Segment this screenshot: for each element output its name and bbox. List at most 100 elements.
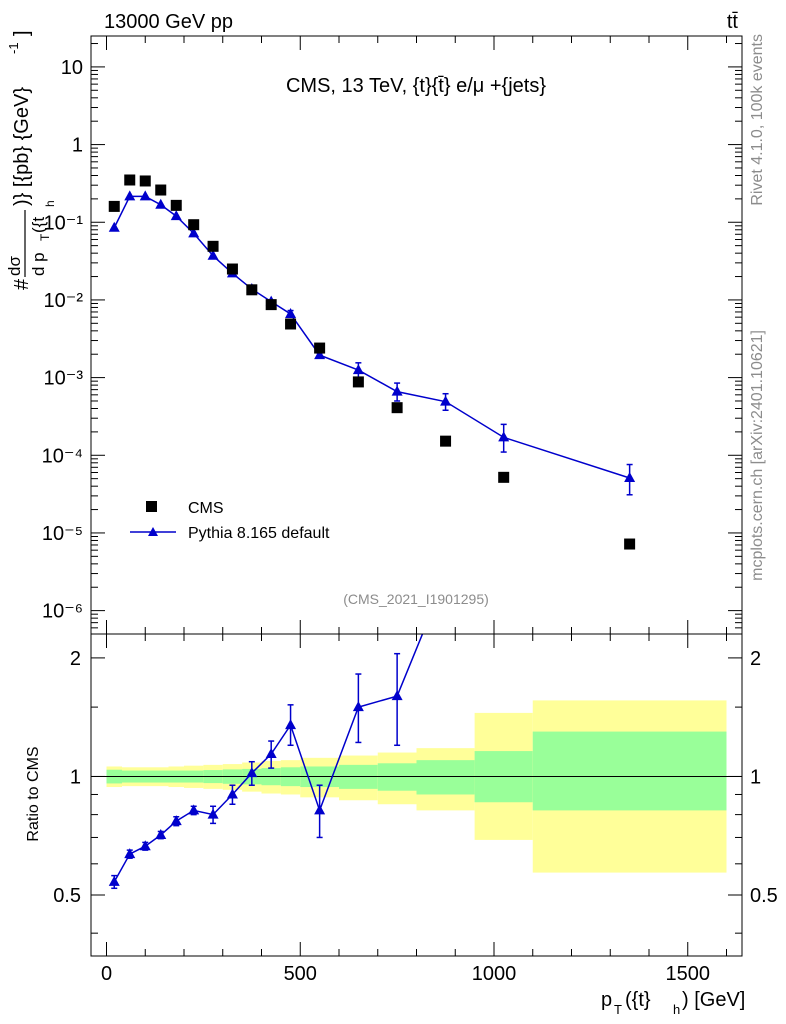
mc-point [155, 198, 167, 209]
xtick-label: 1500 [666, 963, 711, 985]
mcplots-label: mcplots.cern.ch [arXiv:2401.10621] [749, 330, 766, 581]
ratio-panel: 0.5 0.5 1 1 2 2 0 500 1000 1500 Ratio to CMS p T… [25, 633, 778, 1017]
legend: CMS Pythia 8.165 default [130, 500, 330, 542]
ylabel-h: h [43, 200, 57, 207]
mc-point [498, 431, 510, 442]
band-inner [377, 763, 417, 791]
ratio-ytick-label: 2 [70, 648, 81, 670]
ratio-ytick-label-right: 2 [750, 648, 761, 670]
ratio-point [207, 808, 219, 819]
ratio-marks [108, 634, 424, 890]
main-ytick-label: 10⁻⁴ [42, 445, 83, 467]
xlabel-h: h [673, 1002, 680, 1017]
cms-point [352, 376, 364, 388]
ylabel-exp: -1 [6, 42, 21, 54]
ylabel-wrap: )} [{pb} {GeV} [11, 87, 33, 206]
ratio-clipped [108, 634, 424, 890]
cms-point [285, 318, 297, 330]
ratio-point [391, 690, 403, 701]
legend-cms-marker [146, 501, 157, 512]
main-ytick-label: 1 [72, 135, 83, 157]
ratio-point [170, 815, 182, 826]
svg-text:]: ] [11, 30, 33, 36]
ylabel-numerator: dσ [5, 256, 24, 276]
cms-point [265, 299, 277, 311]
ratio-x-ticks: 0 500 1000 1500 [101, 634, 727, 985]
cms-point [246, 284, 258, 296]
cms-point [440, 435, 452, 447]
main-marks [108, 174, 636, 550]
cms-point [139, 175, 151, 187]
mc-point [352, 364, 364, 375]
xlabel-mid: ({t} [625, 989, 651, 1011]
mc-point [391, 385, 403, 396]
cms-point [498, 471, 510, 483]
analysis-tag: (CMS_2021_I1901295) [343, 591, 489, 607]
mc-point [285, 307, 297, 318]
main-panel: 10 1 10⁻¹ 10⁻² 10⁻³ 10⁻⁴ 10⁻⁵ 10⁻⁶ CMS, 13 TeV,… [5, 30, 743, 635]
main-ytick-label: 10⁻⁶ [42, 601, 83, 623]
xtick-label: 0 [101, 963, 112, 985]
xtick-label: 500 [284, 963, 317, 985]
mc-point [188, 227, 200, 238]
ratio-y-ticks: 0.5 0.5 1 1 2 2 [53, 648, 778, 934]
mc-point [124, 190, 136, 201]
ratio-bands [106, 700, 727, 873]
legend-cms-label: CMS [188, 500, 224, 517]
ylabel-open: ({t [29, 217, 48, 233]
x-axis-label: p T ({t} h ) [GeV] [601, 989, 745, 1017]
rivet-label: Rivet 4.1.0, 100k events [749, 34, 766, 206]
cms-point [624, 538, 636, 550]
ratio-ytick-label: 0.5 [53, 885, 81, 907]
ratio-point [314, 804, 326, 815]
main-y-label: # dσ d p T ({t )} [{pb} {GeV} -1 ] h [5, 30, 57, 290]
cms-point [170, 199, 182, 211]
cms-point [226, 263, 238, 275]
cms-point [155, 184, 167, 196]
ratio-y-label: Ratio to CMS [25, 746, 42, 841]
ratio-point [155, 829, 167, 840]
ratio-point [139, 840, 151, 851]
cms-point [314, 342, 326, 354]
header-left: 13000 GeV pp [104, 11, 233, 33]
ratio-point [246, 767, 258, 778]
cms-point [207, 240, 219, 252]
ratio-point [285, 719, 297, 730]
mc-line [113, 195, 630, 479]
mc-point [207, 249, 219, 260]
main-ytick-label: 10 [61, 57, 83, 79]
ratio-point [226, 788, 238, 799]
ylabel-hash: # [11, 278, 33, 290]
ylabel-sub: T [38, 233, 52, 241]
main-frame [90, 35, 743, 635]
ratio-ytick-label: 1 [70, 766, 81, 788]
ratio-point [352, 701, 364, 712]
legend-mc-marker [148, 527, 158, 536]
ratio-point [265, 748, 277, 759]
band-inner [532, 731, 727, 811]
xtick-label: 1000 [472, 963, 517, 985]
mc-point [440, 395, 452, 406]
cms-point [108, 200, 120, 212]
cms-point [124, 174, 136, 186]
cms-point [391, 402, 403, 414]
mc-point [139, 190, 151, 201]
main-ytick-label: 10⁻¹ [44, 212, 84, 234]
cms-point [188, 219, 200, 231]
main-ytick-label: 10⁻⁵ [42, 523, 83, 545]
ylabel-denominator: d p [29, 252, 48, 276]
mc-point [108, 221, 120, 232]
xlabel-sub: T [614, 1002, 622, 1017]
legend-mc-label: Pythia 8.165 default [188, 525, 330, 542]
xlabel-p: p [601, 989, 612, 1011]
main-y-ticks: 10 1 10⁻¹ 10⁻² 10⁻³ 10⁻⁴ 10⁻⁵ 10⁻⁶ [42, 43, 742, 635]
xlabel-end: ) [GeV] [682, 989, 745, 1011]
main-ytick-label: 10⁻³ [44, 368, 84, 390]
header-right: tt̄ [727, 11, 739, 33]
main-x-ticks [106, 36, 727, 634]
ratio-ytick-label-right: 1 [750, 766, 761, 788]
ratio-point [108, 875, 120, 886]
ratio-point [188, 804, 200, 815]
ratio-point [124, 848, 136, 859]
